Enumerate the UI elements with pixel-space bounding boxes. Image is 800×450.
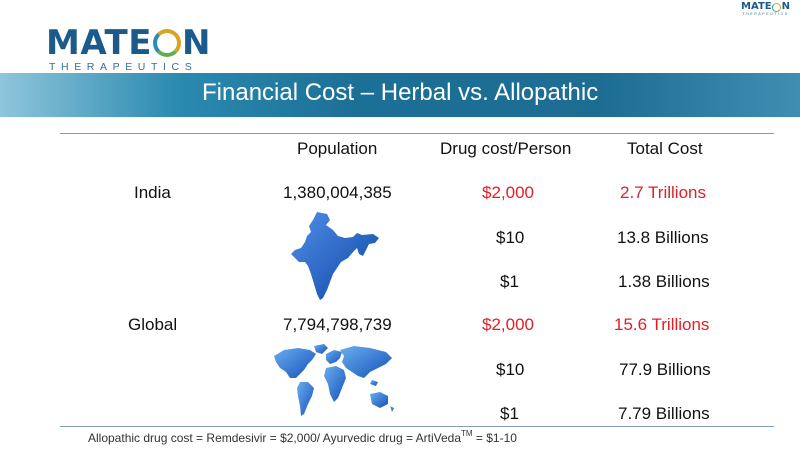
slide-title: Financial Cost – Herbal vs. Allopathic bbox=[202, 79, 599, 106]
table-row-cost: $2,000 bbox=[482, 315, 534, 334]
table-row-cost: $10 bbox=[496, 360, 525, 379]
title-banner: Financial Cost – Herbal vs. Allopathic bbox=[0, 73, 800, 117]
company-logo: MATE N THERAPEUTICS bbox=[46, 26, 211, 73]
footnote-range: = $1-10 bbox=[472, 431, 517, 445]
table-row-total: 13.8 Billions bbox=[617, 228, 709, 247]
india-map-icon bbox=[291, 212, 379, 300]
logo-tagline: THERAPEUTICS bbox=[49, 61, 198, 73]
table-row-region: India bbox=[134, 183, 171, 202]
footnote-trademark: TM bbox=[461, 429, 473, 438]
corner-logo-wordmark: MATE N bbox=[741, 2, 790, 12]
logo-wordmark: MATE N bbox=[46, 26, 211, 60]
table-row-cost: $10 bbox=[496, 228, 525, 247]
table-bottom-rule bbox=[60, 426, 774, 427]
header-total-cost: Total Cost bbox=[627, 139, 703, 158]
table-row-region: Global bbox=[128, 315, 178, 334]
logo-ring-icon bbox=[772, 2, 782, 12]
table-row-cost: $1 bbox=[500, 272, 519, 291]
header-population: Population bbox=[297, 139, 378, 158]
table-top-rule bbox=[60, 133, 774, 134]
table-row-total: 7.79 Billions bbox=[618, 404, 710, 423]
header-drug-cost: Drug cost/Person bbox=[440, 139, 572, 158]
table-row-cost: $2,000 bbox=[482, 183, 534, 202]
table-row-population: 7,794,798,739 bbox=[283, 315, 392, 334]
table-row-population: 1,380,004,385 bbox=[283, 183, 392, 202]
corner-logo-tagline: THERAPEUTICS bbox=[742, 12, 789, 16]
table-row-total: 15.6 Trillions bbox=[614, 315, 710, 334]
corner-logo: MATE N THERAPEUTICS bbox=[741, 2, 790, 17]
table-row-cost: $1 bbox=[500, 404, 519, 423]
corner-logo-text-b: N bbox=[781, 1, 790, 12]
table-row-total: 77.9 Billions bbox=[619, 360, 711, 379]
footnote-text: Allopathic drug cost = Remdesivir = $2,0… bbox=[88, 431, 461, 445]
logo-ring-icon bbox=[152, 29, 181, 57]
logo-text-b: N bbox=[181, 23, 211, 63]
corner-logo-text-a: MATE bbox=[741, 1, 772, 12]
table-row-total: 2.7 Trillions bbox=[620, 183, 706, 202]
logo-text-a: MATE bbox=[46, 23, 152, 63]
footnote: Allopathic drug cost = Remdesivir = $2,0… bbox=[88, 429, 517, 445]
world-map-icon bbox=[274, 344, 394, 416]
table-row-total: 1.38 Billions bbox=[618, 272, 710, 291]
